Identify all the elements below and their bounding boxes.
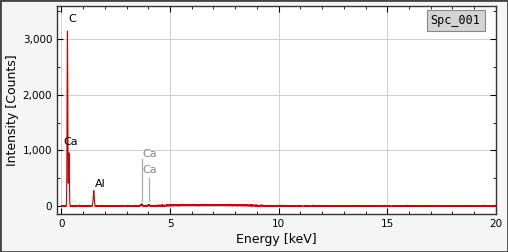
Y-axis label: Intensity [Counts]: Intensity [Counts] — [6, 54, 19, 166]
Text: Ca: Ca — [142, 165, 157, 175]
Text: Ca: Ca — [142, 149, 157, 159]
Text: Ca: Ca — [64, 137, 78, 147]
Text: Al: Al — [94, 179, 105, 189]
Text: C: C — [68, 15, 76, 24]
X-axis label: Energy [keV]: Energy [keV] — [236, 233, 317, 246]
Text: Spc_001: Spc_001 — [431, 14, 481, 27]
